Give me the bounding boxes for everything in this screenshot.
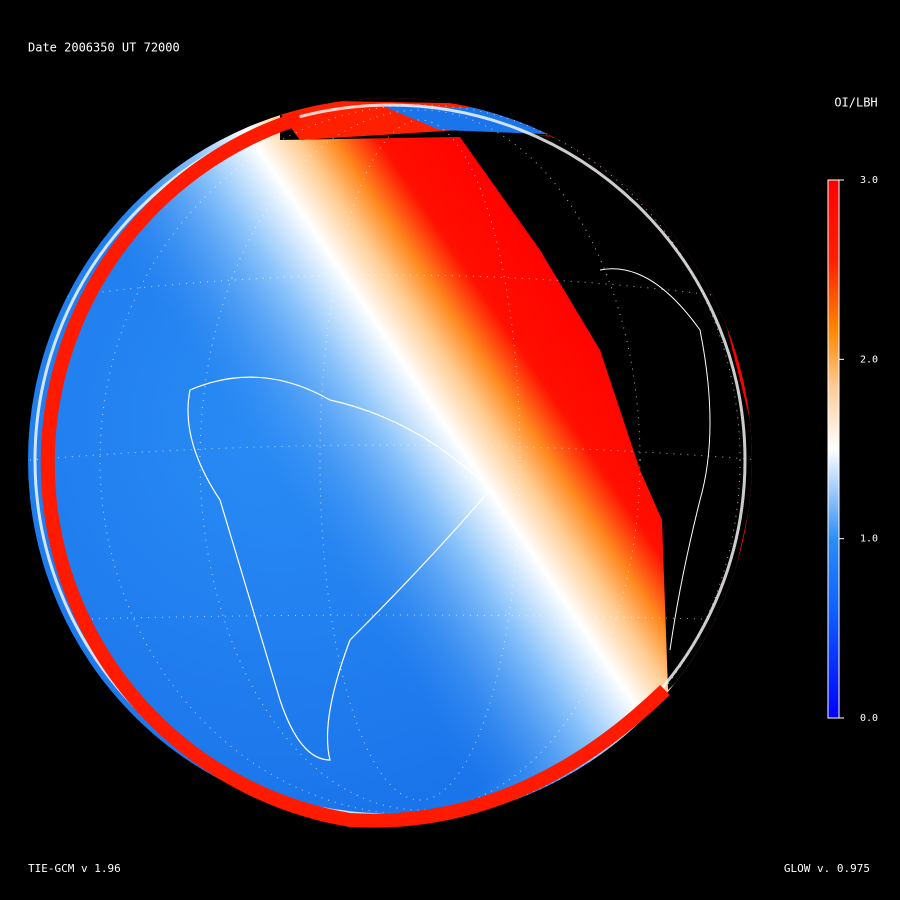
footer-right: GLOW v. 0.975 <box>784 862 870 875</box>
colorbar-tick-label: 3.0 <box>860 175 878 186</box>
title: Date 2006350 UT 72000 <box>28 41 180 55</box>
colorbar-ticks: 3.0 2.0 1.0 0.0 <box>839 175 878 724</box>
colorbar <box>827 179 840 719</box>
colorbar-label: OI/LBH <box>834 96 877 110</box>
globe <box>28 98 752 822</box>
globe-rim <box>40 111 670 828</box>
colorbar-tick-label: 2.0 <box>860 354 878 365</box>
colorbar-tick-label: 0.0 <box>860 713 878 724</box>
colorbar-tick-label: 1.0 <box>860 534 878 545</box>
footer-left: TIE-GCM v 1.96 <box>28 862 121 875</box>
